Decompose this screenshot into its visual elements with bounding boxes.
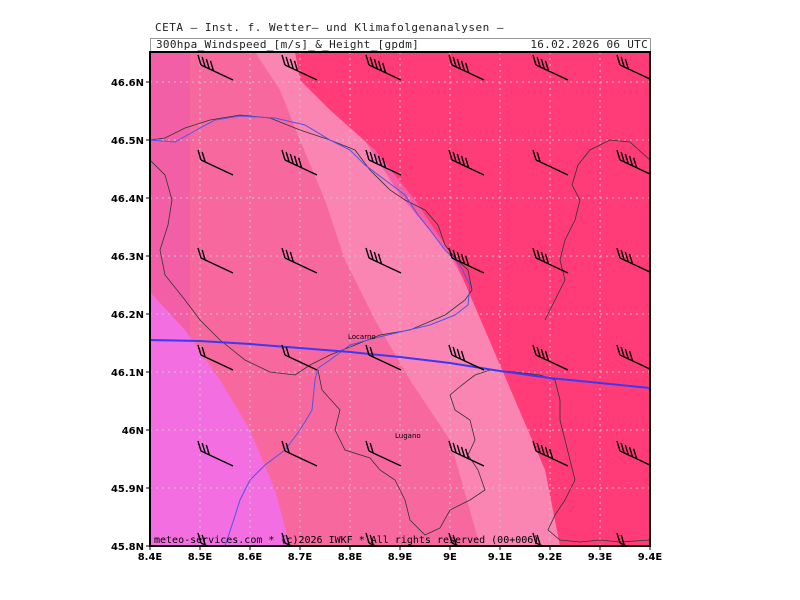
y-tick-label: 46.1N: [111, 368, 144, 379]
x-axis-ticks: 8.4E 8.5E 8.6E 8.7E 8.8E 8.9E 9E 9.1E 9.2E 9.3E 9.…: [138, 546, 663, 563]
x-tick-label: 8.7E: [288, 552, 313, 563]
x-tick-label: 9.3E: [588, 552, 613, 563]
x-tick-label: 8.8E: [338, 552, 363, 563]
x-tick-label: 8.4E: [138, 552, 163, 563]
chart-title: CETA — Inst. f. Wetter— und Klimafolgena…: [155, 21, 505, 34]
y-tick-label: 46.6N: [111, 78, 144, 89]
wind-barb: [448, 344, 485, 371]
x-tick-label: 8.6E: [238, 552, 263, 563]
x-tick-label: 8.5E: [188, 552, 213, 563]
wind-barb: [532, 344, 569, 371]
wind-shade-deep-band: [295, 52, 650, 546]
y-tick-label: 46.5N: [111, 136, 144, 147]
wind-barb: [532, 247, 569, 274]
city-label-lugano: Lugano: [395, 432, 421, 440]
shading-layer: [150, 52, 650, 546]
wind-barb: [448, 440, 485, 467]
wind-barb: [281, 344, 318, 371]
country-border-south: [317, 369, 650, 543]
country-border-east: [544, 139, 650, 321]
wind-barb: [532, 440, 569, 467]
chart-subtitle: 300hpa_Windspeed_[m/s]_&_Height_[gpdm]: [156, 38, 420, 51]
wind-barb: [616, 247, 650, 273]
wind-barb: [616, 149, 650, 175]
wind-barb: [197, 149, 234, 176]
wind-barb: [616, 440, 650, 466]
y-axis-ticks: 46.6N 46.5N 46.4N 46.3N 46.2N 46.1N 46N 45.9N 45…: [111, 78, 150, 553]
wind-shade-violet-band: [150, 292, 290, 546]
x-tick-label: 8.9E: [388, 552, 413, 563]
wind-barb: [281, 149, 318, 176]
lake-outline: [150, 115, 471, 546]
valid-datetime: 16.02.2026 06 UTC: [530, 38, 648, 51]
city-label-locarno: Locarno: [348, 333, 376, 341]
wind-barb: [197, 440, 234, 467]
wind-barb: [448, 149, 485, 176]
y-tick-label: 46.2N: [111, 310, 144, 321]
wind-barb: [197, 247, 234, 274]
x-tick-label: 9.4E: [638, 552, 663, 563]
wind-barb: [197, 54, 234, 81]
y-tick-label: 45.9N: [111, 484, 144, 495]
wind-barb: [365, 344, 402, 371]
height-contour-line: [150, 339, 650, 389]
wind-barb: [197, 344, 234, 371]
wind-barb: [532, 54, 569, 81]
wind-barb: [365, 149, 402, 176]
wind-barb: [281, 440, 318, 467]
lat-lon-grid: [150, 52, 650, 546]
wind-barb: [365, 247, 402, 274]
footer-credit: meteo-services.com * (c)2026 IWKF * All …: [154, 535, 539, 546]
country-border: [150, 114, 473, 376]
wind-barb: [532, 149, 569, 176]
wind-barb: [616, 344, 650, 370]
x-tick-label: 9.2E: [538, 552, 563, 563]
y-tick-label: 46.4N: [111, 194, 144, 205]
y-tick-label: 45.8N: [111, 542, 144, 553]
wind-barb: [616, 54, 650, 80]
x-tick-label: 9E: [443, 552, 457, 563]
y-tick-label: 46N: [122, 426, 144, 437]
wind-barb: [281, 247, 318, 274]
wind-barb: [448, 247, 485, 274]
wind-barb: [365, 54, 402, 81]
wind-barbs: [197, 54, 650, 546]
wind-barb: [365, 440, 402, 467]
y-tick-label: 46.3N: [111, 252, 144, 263]
wind-barb: [281, 54, 318, 81]
wind-barb: [448, 54, 485, 81]
x-tick-label: 9.1E: [488, 552, 513, 563]
